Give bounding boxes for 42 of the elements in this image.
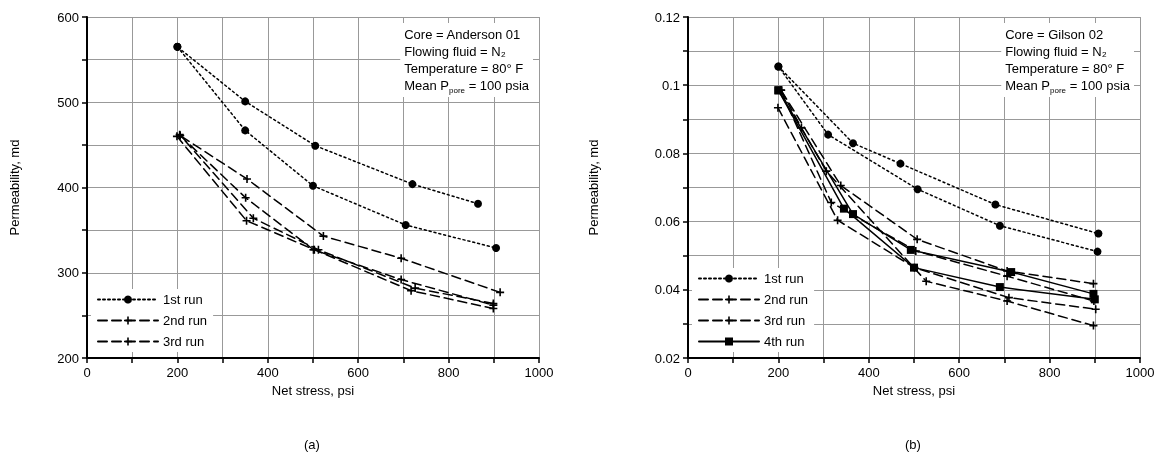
annotation: Core = Gilson 02	[1005, 27, 1104, 42]
legend-label: 3rd run	[764, 313, 806, 328]
x-tick-label: 400	[256, 365, 279, 380]
x-tick-label: 1000	[524, 365, 554, 380]
annotation: Flowing fluid = N₂	[404, 44, 506, 59]
y-tick-label: 0.06	[654, 214, 680, 230]
x-axis-title: Net stress, psi	[872, 383, 956, 398]
x-axis-title: Net stress, psi	[271, 383, 355, 398]
x-tick-label: 600	[948, 365, 971, 380]
legend-label: 2nd run	[764, 292, 809, 307]
legend-label: 4th run	[764, 334, 805, 349]
x-tick-label: 800	[437, 365, 460, 380]
annotation: Flowing fluid = N₂	[1005, 44, 1107, 59]
x-tick-label: 200	[166, 365, 189, 380]
y-tick-label: 400	[57, 180, 79, 195]
x-tick-label: 400	[857, 365, 880, 380]
legend-label: 2nd run	[163, 313, 208, 328]
y-tick-label: 500	[57, 94, 79, 110]
y-tick-label: 600	[57, 9, 79, 25]
annotation: Temperature = 80° F	[404, 61, 524, 76]
y-axis-title: Permeability, md	[7, 139, 22, 236]
x-tick-label: 600	[347, 365, 370, 380]
legend-label: 3rd run	[163, 334, 205, 349]
y-axis-title: Permeability, md	[586, 139, 601, 236]
x-tick-label: 0	[684, 365, 692, 380]
y-tick-label: 200	[57, 350, 79, 366]
x-tick-label: 200	[767, 365, 790, 380]
legend-label: 1st run	[163, 292, 203, 307]
y-tick-label: 0.02	[654, 350, 680, 366]
x-tick-label: 1000	[1125, 365, 1155, 380]
annotation: Temperature = 80° F	[1005, 61, 1125, 76]
annotation: Core = Anderson 01	[404, 27, 521, 42]
x-tick-label: 800	[1038, 365, 1061, 380]
y-tick-label: 0.1	[661, 77, 680, 93]
y-tick-label: 300	[57, 265, 79, 281]
text: (a)	[304, 437, 320, 452]
y-tick-label: 0.08	[654, 145, 680, 161]
legend-label: 1st run	[764, 271, 804, 286]
x-tick-label: 0	[83, 365, 91, 380]
y-tick-label: 0.12	[654, 9, 680, 25]
y-tick-label: 0.04	[654, 282, 680, 298]
text: (b)	[905, 437, 921, 452]
